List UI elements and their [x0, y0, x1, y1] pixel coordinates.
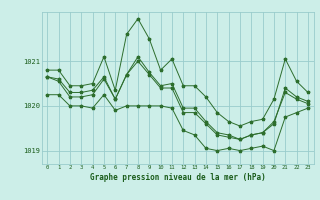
- X-axis label: Graphe pression niveau de la mer (hPa): Graphe pression niveau de la mer (hPa): [90, 173, 266, 182]
